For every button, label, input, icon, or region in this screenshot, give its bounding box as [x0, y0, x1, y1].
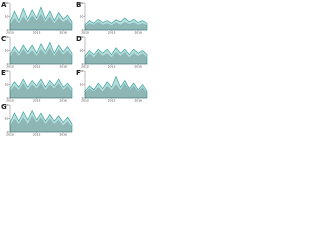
- y-tick-label: 50: [80, 49, 84, 53]
- x-tick-label: 2010: [81, 31, 89, 35]
- y-tick-label: 100: [3, 103, 9, 107]
- x-tick-label: 2013: [33, 65, 41, 69]
- x-tick-label: 2016: [134, 65, 142, 69]
- axis: [9, 37, 72, 65]
- axis: [84, 3, 147, 31]
- panel-label: B: [76, 1, 81, 9]
- x-tick-label: 2010: [6, 31, 14, 35]
- y-tick-label: 0: [7, 96, 9, 100]
- series-area: [84, 75, 148, 99]
- x-tick-label: 2010: [81, 99, 89, 103]
- y-tick-label: 50: [5, 117, 9, 121]
- x-tick-label: 2010: [6, 99, 14, 103]
- y-tick-label: 50: [5, 49, 9, 53]
- x-tick-label: 2016: [134, 99, 142, 103]
- x-tick-label: 2013: [33, 99, 41, 103]
- area: [10, 47, 72, 64]
- y-tick-label: 50: [80, 15, 84, 19]
- series-area: [84, 17, 148, 31]
- x-tick-label: 2016: [59, 133, 67, 137]
- y-tick-label: 100: [3, 35, 9, 39]
- y-tick-label: 0: [82, 62, 84, 66]
- y-tick-label: 0: [82, 96, 84, 100]
- area: [85, 21, 147, 30]
- panel-label: E: [1, 69, 6, 77]
- y-tick-label: 0: [82, 28, 84, 32]
- panel-label: A: [1, 1, 7, 9]
- panel-label: F: [76, 69, 81, 77]
- y-tick-label: 50: [80, 83, 84, 87]
- y-tick-label: 50: [5, 83, 9, 87]
- x-tick-label: 2013: [108, 99, 116, 103]
- x-tick-label: 2016: [59, 31, 67, 35]
- y-tick-label: 100: [3, 1, 9, 5]
- y-tick-label: 50: [5, 15, 9, 19]
- panel-label: C: [1, 35, 6, 43]
- area: [10, 115, 72, 132]
- x-tick-label: 2013: [108, 31, 116, 35]
- y-tick-label: 0: [7, 62, 9, 66]
- x-tick-label: 2010: [6, 65, 14, 69]
- axis: [9, 3, 72, 31]
- area: [85, 83, 147, 98]
- area: [10, 13, 72, 31]
- y-tick-label: 0: [7, 130, 9, 134]
- x-tick-label: 2013: [33, 31, 41, 35]
- area: [10, 83, 72, 98]
- panel-label: D: [76, 35, 82, 43]
- axis: [84, 37, 147, 65]
- axis: [9, 105, 72, 133]
- x-tick-label: 2016: [59, 99, 67, 103]
- y-tick-label: 100: [78, 69, 84, 73]
- x-tick-label: 2013: [33, 133, 41, 137]
- series-area: [9, 109, 73, 133]
- series-area: [9, 41, 73, 65]
- series-area: [9, 6, 73, 31]
- series-area: [9, 78, 73, 99]
- x-tick-label: 2016: [134, 31, 142, 35]
- y-tick-label: 0: [7, 28, 9, 32]
- x-tick-label: 2010: [81, 65, 89, 69]
- x-tick-label: 2010: [6, 133, 14, 137]
- axis: [9, 71, 72, 99]
- panel-label: G: [1, 103, 7, 111]
- y-tick-label: 100: [78, 35, 84, 39]
- axis: [84, 71, 147, 99]
- area: [85, 51, 147, 64]
- y-tick-label: 100: [3, 69, 9, 73]
- y-tick-label: 100: [78, 1, 84, 5]
- x-tick-label: 2013: [108, 65, 116, 69]
- x-tick-label: 2016: [59, 65, 67, 69]
- series-area: [84, 47, 148, 65]
